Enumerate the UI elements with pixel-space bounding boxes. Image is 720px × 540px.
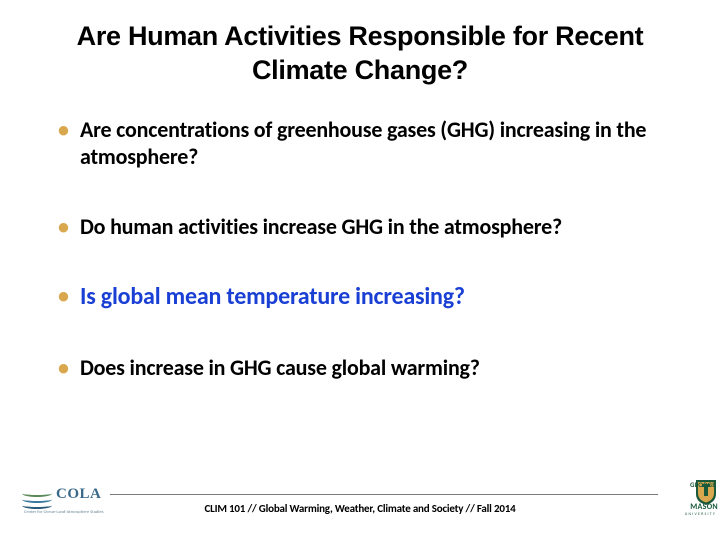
bullet-item: Does increase in GHG cause global warmin… [58, 354, 680, 382]
bullet-list: Are concentrations of greenhouse gases (… [40, 116, 680, 382]
bullet-item: Are concentrations of greenhouse gases (… [58, 116, 680, 171]
slide-footer: CLIM 101 // Global Warming, Weather, Cli… [0, 480, 720, 528]
footer-divider [110, 494, 658, 495]
mason-university-text: UNIVERSITY [685, 512, 716, 517]
footer-text: CLIM 101 // Global Warming, Weather, Cli… [0, 502, 720, 515]
cola-waves-icon [22, 490, 52, 512]
mason-logo: GEORGE MASON UNIVERSITY [662, 476, 720, 524]
cola-subtitle: Center for Ocean-Land-Atmosphere Studies [24, 510, 103, 515]
slide-container: Are Human Activities Responsible for Rec… [0, 0, 720, 540]
slide-title: Are Human Activities Responsible for Rec… [40, 20, 680, 88]
cola-logo: COLA Center for Ocean-Land-Atmosphere St… [22, 482, 100, 522]
bullet-item: Do human activities increase GHG in the … [58, 213, 680, 241]
bullet-item-highlighted: Is global mean temperature increasing? [58, 282, 680, 312]
mason-george-text: GEORGE [690, 480, 716, 489]
cola-name: COLA [56, 486, 101, 503]
mason-name-text: MASON [690, 502, 718, 512]
